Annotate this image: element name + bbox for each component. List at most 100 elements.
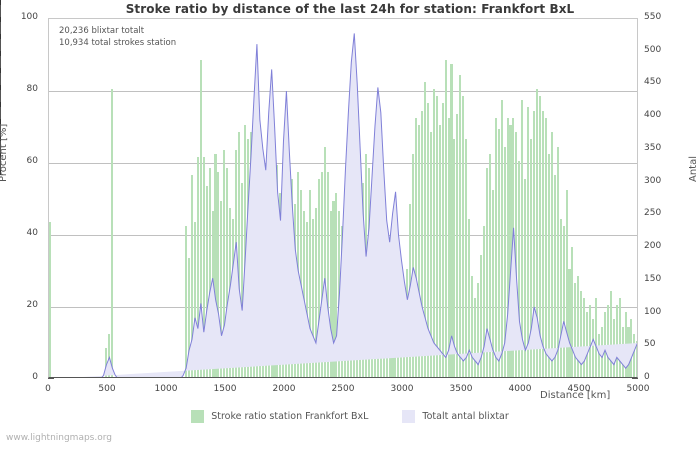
bar <box>592 319 595 377</box>
y-axis-left-tick-label: 20 <box>26 300 38 310</box>
x-axis-tick <box>0 11 1 14</box>
x-axis-label: Distance [km] <box>540 390 611 401</box>
bar <box>550 132 553 377</box>
bar <box>491 189 494 377</box>
bar <box>238 132 241 377</box>
bar <box>217 171 220 377</box>
bar <box>509 125 512 377</box>
x-axis-tick <box>0 51 1 56</box>
x-axis-tick-label: 1000 <box>154 384 178 394</box>
bar <box>426 103 429 377</box>
total-strokes-line <box>83 33 637 377</box>
x-axis-tick <box>0 56 1 59</box>
x-axis-tick <box>0 164 1 167</box>
bar <box>471 276 474 377</box>
bar <box>49 305 52 377</box>
bar <box>597 333 601 377</box>
y-axis-right-tick-label: 550 <box>644 12 662 22</box>
y-axis-left-tick-label: 60 <box>26 156 38 166</box>
bar <box>105 348 108 377</box>
y-axis-right-label: Antal <box>688 155 699 182</box>
x-axis-tick-label: 2000 <box>272 384 296 394</box>
x-axis-tick <box>0 110 1 113</box>
annotation-station-strokes: 10,934 total strokes station <box>59 38 177 48</box>
bar <box>223 150 226 377</box>
chart-title: Stroke ratio by distance of the last 24h… <box>125 2 575 16</box>
bar <box>226 168 229 377</box>
bar <box>547 153 550 377</box>
bar <box>311 218 314 377</box>
x-axis-tick <box>0 93 1 96</box>
bar <box>571 247 574 377</box>
bar <box>580 290 583 377</box>
legend-item-stroke-ratio-series[interactable]: Stroke ratio station Frankfort BxL <box>191 410 368 423</box>
bar <box>193 222 196 377</box>
bar <box>429 132 432 377</box>
bar <box>199 60 202 377</box>
x-axis-tick <box>0 76 1 79</box>
x-axis-tick-label: 500 <box>98 384 116 394</box>
bar <box>459 74 462 377</box>
bar <box>468 218 471 377</box>
x-axis-tick <box>0 119 1 124</box>
bar <box>335 193 338 377</box>
x-axis-tick <box>0 25 1 28</box>
y-axis-right-tick-label: 450 <box>644 77 662 88</box>
x-axis-tick <box>0 73 1 76</box>
x-axis-tick <box>0 147 1 150</box>
x-axis-tick <box>0 141 1 144</box>
bar <box>521 99 524 377</box>
bar <box>603 312 606 377</box>
x-axis-tick <box>0 90 1 93</box>
bar <box>302 211 306 377</box>
x-axis-tick <box>0 17 1 22</box>
total-strokes-line-layer <box>49 19 637 377</box>
annotation-total-strokes: 20,236 blixtar totalt <box>59 26 145 36</box>
bar <box>420 110 424 377</box>
bar <box>441 103 444 377</box>
bar <box>205 186 208 377</box>
x-axis-tick-label: 3500 <box>449 384 473 394</box>
bar <box>583 297 586 377</box>
y-axis-left-tick-label: 80 <box>26 84 38 94</box>
chart-legend: Stroke ratio station Frankfort BxL Totalt… <box>0 410 700 423</box>
x-axis-tick <box>0 39 1 42</box>
bar <box>243 125 247 377</box>
legend-swatch-icon <box>191 410 205 423</box>
bar <box>577 276 580 377</box>
plot-annotations: 20,236 blixtar totalt 10,934 total strok… <box>59 25 176 49</box>
bar <box>326 171 329 377</box>
bar <box>574 283 577 377</box>
x-axis-tick <box>0 45 1 48</box>
bar <box>500 99 503 377</box>
bar <box>332 200 335 377</box>
bar <box>544 117 547 377</box>
y-axis-right-tick-label: 350 <box>644 142 662 153</box>
bar <box>568 269 571 377</box>
y-axis-right-tick <box>632 378 638 379</box>
bar <box>488 153 491 377</box>
bar <box>453 139 456 377</box>
bar <box>494 117 497 377</box>
x-axis-tick <box>0 42 1 45</box>
bar <box>196 157 199 377</box>
x-axis-tick <box>0 34 1 39</box>
x-axis-tick <box>0 107 1 110</box>
bar <box>538 96 542 377</box>
bar <box>633 333 636 377</box>
x-axis-tick-label: 1500 <box>213 384 237 394</box>
bar <box>506 117 509 377</box>
y-axis-right-tick-label: 200 <box>644 241 662 252</box>
y-axis-left-tick-label: 100 <box>20 12 38 22</box>
x-axis-tick <box>0 133 1 136</box>
x-axis-tick <box>0 48 1 51</box>
y-axis-left-label: Procent [%] <box>0 123 9 182</box>
bar <box>482 225 485 377</box>
x-axis-tick <box>0 28 1 31</box>
bar <box>320 171 323 377</box>
legend-item-total-strokes-series[interactable]: Totalt antal blixtar <box>402 410 509 423</box>
bar <box>636 341 637 377</box>
x-axis-tick-label: 2500 <box>331 384 355 394</box>
bar <box>518 161 521 377</box>
bar <box>586 312 589 377</box>
